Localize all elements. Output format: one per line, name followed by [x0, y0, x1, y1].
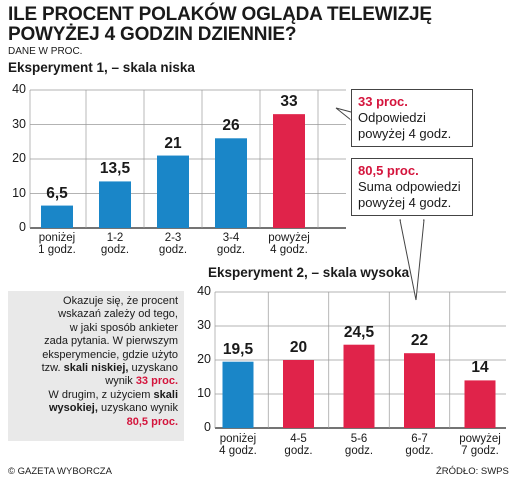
chart2-title: Eksperyment 2, – skala wysoka — [208, 265, 410, 280]
note-line: W drugim, z użyciem skali — [48, 388, 178, 401]
value-label: 22 — [410, 332, 429, 350]
note-line: zada pytania. W pierwszym — [44, 335, 178, 348]
title-line-2: POWYŻEJ 4 GODZIN DZIENNIE? — [8, 24, 297, 45]
y-tick-label: 30 — [197, 318, 211, 332]
callout-33-pointer — [335, 107, 352, 122]
y-tick-label: 20 — [197, 352, 211, 366]
explanation-note: Okazuje się, że procent wskazań zależy o… — [8, 291, 184, 441]
bar — [404, 353, 435, 428]
y-tick-label: 10 — [197, 386, 211, 400]
bar — [41, 205, 73, 228]
value-label: 33 — [280, 93, 298, 111]
value-label: 19,5 — [222, 340, 254, 358]
page-title: ILE PROCENT POLAKÓW OGLĄDA TELEWIZJĘ POW… — [8, 5, 508, 45]
note-line: Okazuje się, że procent — [63, 295, 178, 307]
value-label: 26 — [222, 117, 240, 135]
category-label: 3-4 godz. — [216, 232, 246, 256]
subtitle: DANE W PROC. — [8, 46, 83, 57]
bar — [99, 181, 131, 228]
note-line: 80,5 proc. — [126, 415, 178, 428]
value-label: 14 — [471, 359, 489, 377]
note-line: w jaki sposób ankieter — [69, 321, 178, 334]
callout-80-5-pointer — [399, 219, 425, 301]
value-label: 24,5 — [343, 323, 375, 341]
bar — [283, 360, 314, 428]
footer-copyright: © GAZETA WYBORCZA — [8, 466, 112, 477]
value-label: 6,5 — [46, 184, 68, 202]
category-label: 1-2 godz. — [100, 232, 130, 256]
category-label: powyżej 7 godz. — [459, 433, 501, 457]
note-line: wskazań zależy od tego, — [58, 308, 178, 321]
value-label: 20 — [289, 339, 308, 356]
bar — [215, 138, 247, 228]
bar — [343, 344, 375, 428]
title-line-1: ILE PROCENT POLAKÓW OGLĄDA TELEWIZJĘ — [8, 4, 432, 25]
y-tick-label: 20 — [12, 151, 26, 165]
category-label: powyżej 4 godz. — [268, 232, 310, 256]
bar — [464, 380, 496, 428]
callout-80-5-line2: powyżej 4 godz. — [358, 195, 452, 210]
y-tick-label: 10 — [12, 185, 26, 200]
category-label: 6-7 godz. — [405, 433, 434, 457]
value-label: 21 — [164, 134, 182, 152]
chart1-title: Eksperyment 1, – skala niska — [8, 60, 195, 75]
callout-33-value: 33 proc. — [358, 94, 408, 109]
callout-80-5: 80,5 proc. Suma odpowiedzi powyżej 4 god… — [351, 158, 473, 216]
note-line: wysokiej, uzyskano wynik — [48, 402, 178, 415]
callout-33: 33 proc. Odpowiedzi powyżej 4 godz. — [351, 89, 473, 147]
callout-33-line1: Odpowiedzi — [358, 110, 426, 125]
y-tick-label: 40 — [12, 82, 26, 96]
y-tick-label: 30 — [12, 116, 26, 131]
bar — [273, 114, 305, 228]
value-label: 13,5 — [99, 160, 131, 178]
category-label: poniżej 4 godz. — [219, 433, 257, 457]
note-line: eksperymencie, gdzie użyto — [42, 348, 178, 361]
footer-source: ŹRÓDŁO: SWPS — [436, 466, 509, 477]
bar — [222, 361, 254, 428]
y-tick-label: 40 — [197, 284, 211, 298]
note-line: wynik 33 proc. — [105, 375, 178, 388]
note-line: tzw. skali niskiej, uzyskano — [41, 362, 178, 375]
category-label: poniżej 1 godz. — [38, 232, 76, 256]
category-label: 2-3 godz. — [158, 232, 188, 256]
category-label: 5-6 godz. — [344, 433, 374, 457]
callout-33-line2: powyżej 4 godz. — [358, 126, 452, 141]
callout-80-5-line1: Suma odpowiedzi — [358, 179, 461, 194]
bar — [157, 155, 189, 228]
callout-80-5-value: 80,5 proc. — [358, 163, 419, 178]
category-label: 4-5 godz. — [284, 433, 313, 457]
y-tick-label: 0 — [19, 220, 26, 234]
y-tick-label: 0 — [204, 420, 211, 434]
